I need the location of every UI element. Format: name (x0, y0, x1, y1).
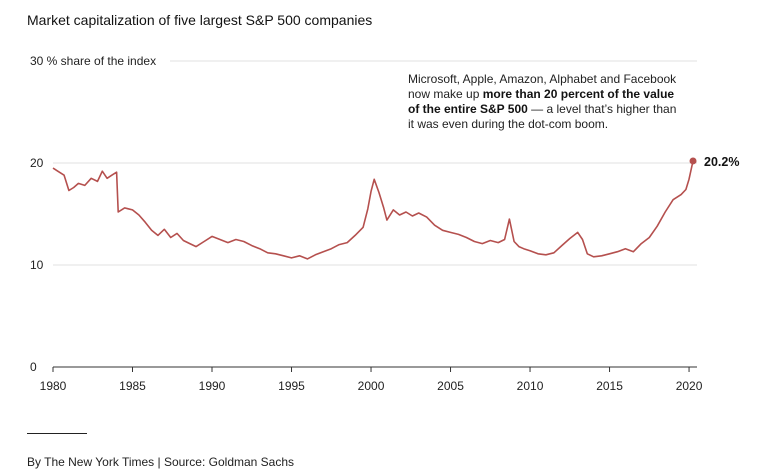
x-axis-labels: 1980 1985 1990 1995 2000 2005 2010 2015 2020 (40, 379, 703, 393)
end-point-marker (689, 157, 697, 165)
x-tick-label: 2015 (596, 379, 623, 393)
y-axis-labels: 0 10 20 30 % share of the index (30, 54, 156, 374)
x-tick-label: 2010 (517, 379, 544, 393)
x-tick-label: 1980 (40, 379, 67, 393)
x-tick-label: 1995 (278, 379, 305, 393)
x-tick-label: 1985 (119, 379, 146, 393)
y-tick-label: 10 (30, 258, 44, 272)
annotation-post: — a level that’s higher than it was even… (408, 102, 677, 131)
line-chart: 0 10 20 30 % share of the index 1980 1985 199… (30, 54, 739, 393)
y-tick-label: 20 (30, 156, 44, 170)
chart-title: Market capitalization of five largest S&… (27, 12, 373, 28)
footer-rule (27, 433, 87, 434)
y-tick-label: 0 (30, 360, 37, 374)
end-value-label: 20.2% (704, 155, 739, 169)
x-tick-label: 2000 (358, 379, 385, 393)
annotation-bold: more than 20 percent of the value of the… (408, 87, 675, 116)
x-axis (52, 366, 697, 372)
x-tick-label: 2005 (437, 379, 464, 393)
y-tick-label: 30 % share of the index (30, 54, 156, 68)
series-line (52, 160, 694, 260)
x-tick-label: 1990 (199, 379, 226, 393)
series-layer: 20.2% (52, 155, 739, 260)
gridlines (53, 60, 697, 266)
annotation-text: Microsoft, Apple, Amazon, Alphabet and F… (408, 72, 678, 132)
source-credit: By The New York Times | Source: Goldman … (27, 455, 295, 469)
annotation-pre: Microsoft, Apple, Amazon, Alphabet and F… (408, 72, 677, 101)
x-tick-label: 2020 (676, 379, 703, 393)
